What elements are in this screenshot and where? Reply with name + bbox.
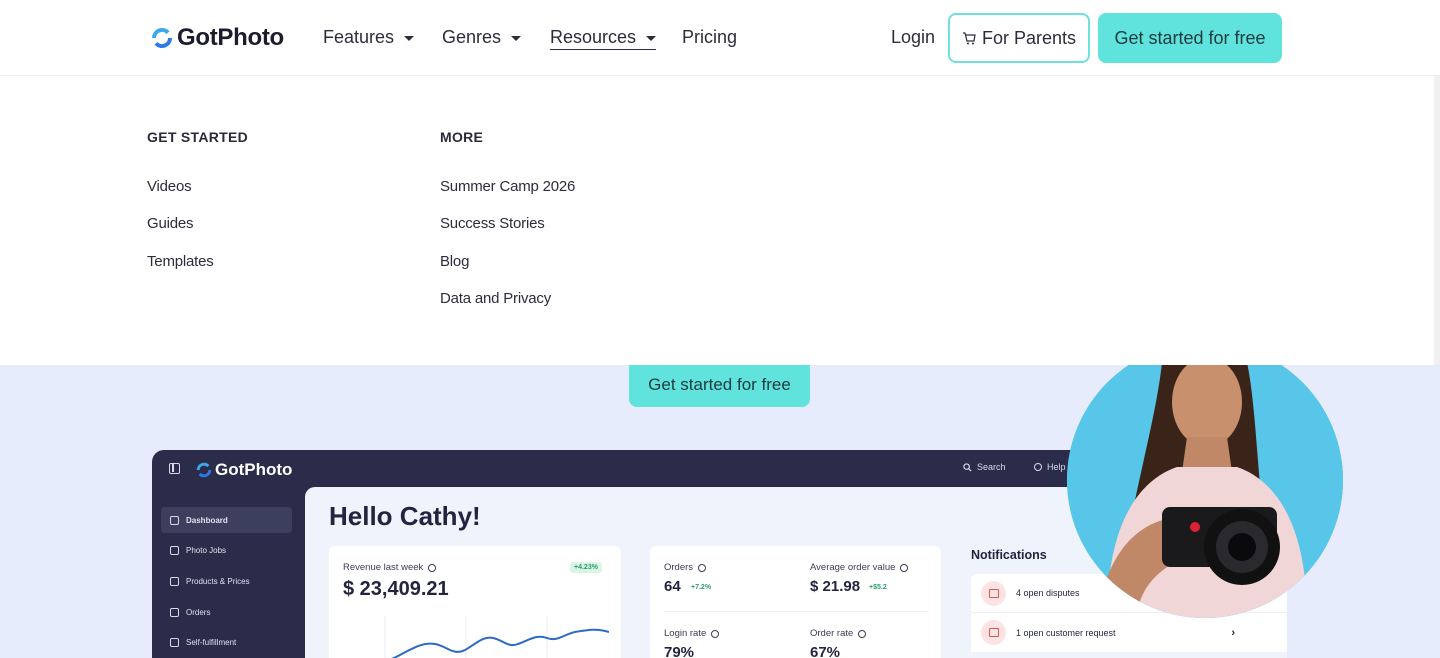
dropdown-link-data-privacy[interactable]: Data and Privacy — [440, 290, 552, 307]
greeting: Hello Cathy! — [329, 501, 481, 531]
hero-cta-button[interactable]: Get started for free — [629, 362, 810, 407]
sidebar-item-label: Products & Prices — [186, 576, 250, 586]
caret-down-icon — [511, 36, 522, 41]
sidebar-item-label: Orders — [186, 607, 211, 617]
sidebar-item-photo-jobs[interactable]: Photo Jobs — [161, 537, 292, 563]
dropdown-link-templates[interactable]: Templates — [147, 253, 214, 270]
dropdown-link-summer-camp[interactable]: Summer Camp 2026 — [440, 178, 576, 195]
notification-item[interactable]: 1 open customer request › — [971, 613, 1287, 652]
nav-genres[interactable]: Genres — [442, 27, 522, 48]
revenue-label: Revenue last week — [343, 562, 437, 573]
login-link[interactable]: Login — [891, 27, 936, 47]
info-icon — [711, 629, 720, 638]
revenue-sparkline — [384, 616, 609, 658]
printer-icon — [170, 637, 179, 647]
divider — [664, 611, 929, 612]
nav-pricing[interactable]: Pricing — [682, 27, 737, 48]
orders-value: 64 — [664, 578, 681, 595]
app-help[interactable]: Help — [1034, 462, 1066, 472]
login-rate-value: 79% — [664, 644, 695, 658]
sidebar-item-products-prices[interactable]: Products & Prices — [161, 568, 292, 594]
nav-label: Features — [323, 27, 395, 47]
caret-down-icon — [404, 36, 415, 41]
caret-down-icon — [646, 36, 657, 41]
revenue-card: Revenue last week +4.23% $ 23,409.21 — [329, 546, 621, 658]
for-parents-label: For Parents — [981, 27, 1077, 48]
order-rate-value: 67% — [810, 644, 841, 658]
logo-icon — [196, 462, 212, 478]
sidebar-item-label: Photo Jobs — [186, 545, 227, 555]
app-logo: GotPhoto — [196, 460, 292, 480]
dropdown-link-blog[interactable]: Blog — [440, 253, 470, 270]
message-icon — [981, 620, 1006, 645]
sidebar-toggle-icon — [169, 463, 180, 474]
cart-icon — [170, 576, 179, 586]
revenue-value: $ 23,409.21 — [343, 578, 449, 600]
app-search-label: Search — [977, 462, 1006, 472]
app-logo-text: GotPhoto — [215, 460, 293, 479]
cart-icon — [962, 31, 976, 44]
nav-label: Resources — [550, 27, 637, 47]
image-icon — [170, 545, 179, 555]
orders-label: Orders — [664, 562, 707, 573]
orders-label-text: Orders — [664, 562, 694, 573]
notifications-title: Notifications — [971, 548, 1047, 562]
orders-change: +7.2% — [691, 584, 712, 591]
chevron-right-icon: › — [1231, 626, 1235, 639]
notification-text: 4 open disputes — [1016, 588, 1080, 598]
notification-text: 1 open customer request — [1016, 627, 1116, 638]
avg-order-change: +$5.2 — [869, 584, 887, 591]
login-rate-label: Login rate — [664, 628, 720, 639]
get-started-heading: GET STARTED — [147, 129, 249, 145]
dropdown-link-videos[interactable]: Videos — [147, 178, 192, 195]
for-parents-button[interactable]: For Parents — [948, 13, 1090, 63]
sidebar-item-orders[interactable]: Orders — [161, 599, 292, 625]
sidebar-item-self-fulfillment[interactable]: Self-fulfillment — [161, 629, 292, 655]
sidebar-item-dashboard[interactable]: Dashboard — [161, 507, 292, 533]
sidebar-item-label: Dashboard — [186, 515, 228, 525]
logo-text: GotPhoto — [177, 24, 284, 51]
help-icon — [1034, 463, 1042, 471]
app-search[interactable]: Search — [963, 462, 1006, 472]
avg-order-label-text: Average order value — [810, 562, 896, 573]
nav-label: Pricing — [682, 27, 738, 47]
login-rate-label-text: Login rate — [664, 628, 707, 639]
top-navigation: GotPhoto Features Genres Resources Prici… — [0, 0, 1440, 76]
info-icon — [858, 629, 867, 638]
dropdown-link-guides[interactable]: Guides — [147, 215, 194, 232]
nav-features[interactable]: Features — [323, 27, 415, 48]
order-rate-label: Order rate — [810, 628, 867, 639]
site-logo[interactable]: GotPhoto — [151, 24, 284, 52]
photographer-image — [1067, 342, 1343, 618]
home-icon — [170, 515, 179, 525]
avg-order-value: $ 21.98 — [810, 578, 861, 595]
basket-icon — [170, 607, 179, 617]
revenue-label-text: Revenue last week — [343, 562, 424, 573]
revenue-change-badge: +4.23% — [570, 562, 602, 573]
get-started-button[interactable]: Get started for free — [1098, 13, 1282, 63]
search-icon — [963, 462, 972, 472]
dropdown-link-success-stories[interactable]: Success Stories — [440, 215, 545, 232]
nav-resources[interactable]: Resources — [550, 27, 657, 50]
resources-dropdown: GET STARTED Videos Guides Templates MORE… — [0, 76, 1434, 365]
logo-icon — [152, 28, 172, 48]
order-rate-label-text: Order rate — [810, 628, 854, 639]
info-icon — [698, 563, 707, 572]
scrollbar[interactable] — [1434, 76, 1440, 365]
info-icon — [900, 563, 909, 572]
more-heading: MORE — [440, 129, 484, 145]
info-icon — [428, 563, 437, 572]
metrics-card: Orders 64 +7.2% Average order value $ 21… — [650, 546, 941, 658]
app-help-label: Help — [1047, 462, 1066, 472]
nav-label: Genres — [442, 27, 502, 47]
dispute-icon — [981, 580, 1006, 606]
avg-order-label: Average order value — [810, 562, 909, 573]
sidebar-item-label: Self-fulfillment — [186, 637, 237, 647]
